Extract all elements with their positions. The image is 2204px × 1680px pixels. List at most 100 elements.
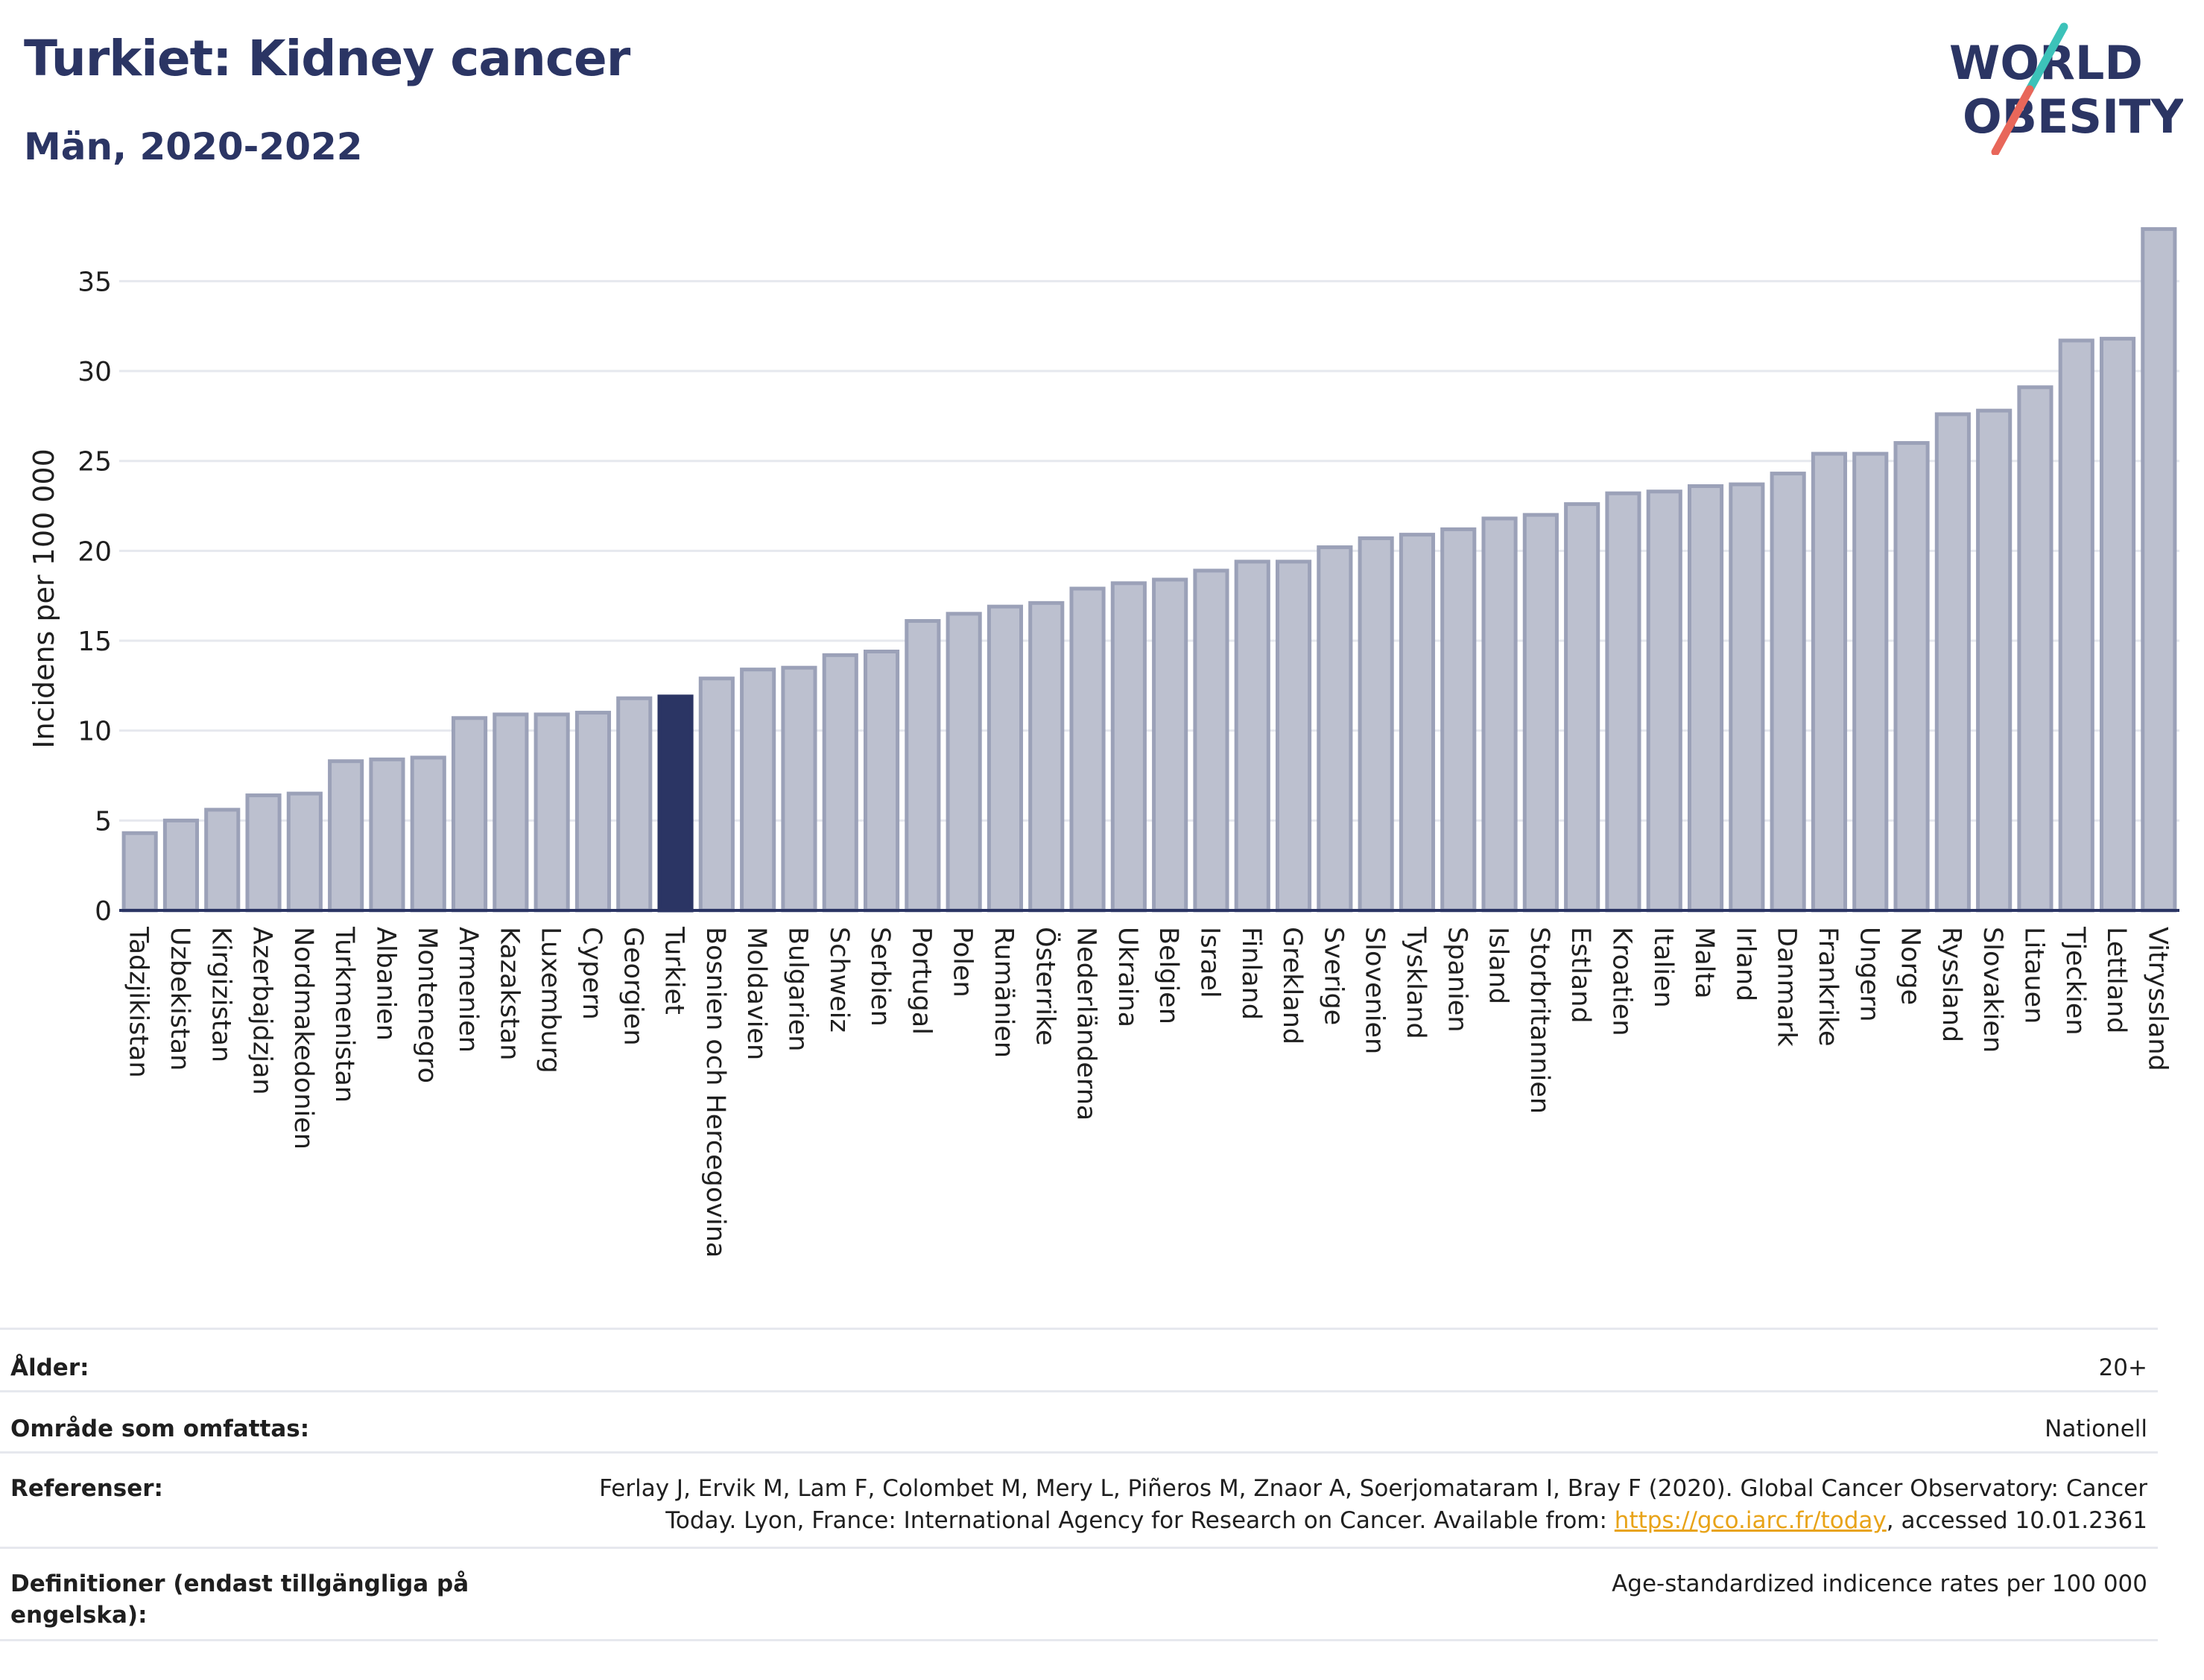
- age-label: Ålder:: [10, 1354, 89, 1381]
- bar-chart: 0 5 10 15 20 25 30 35 Tadzjikistan Uzbekistan Kir…: [28, 226, 2179, 1258]
- bar-lettland[interactable]: [2099, 337, 2136, 913]
- bar-turkmenistan[interactable]: [328, 759, 364, 913]
- bar-ukraina[interactable]: [1110, 581, 1147, 913]
- area-label: Område som omfattas:: [10, 1416, 310, 1442]
- x-tick-label: Azerbajdzjan: [247, 927, 277, 1095]
- x-tick-label: Slovakien: [1977, 927, 2007, 1053]
- references-value: Ferlay J, Ervik M, Lam F, Colombet M, Me…: [583, 1473, 2147, 1537]
- bar-georgien[interactable]: [616, 696, 653, 913]
- bar-litauen[interactable]: [2017, 385, 2053, 913]
- definitions-label: Definitioner (endast tillgängliga på eng…: [10, 1570, 469, 1629]
- bar-montenegro[interactable]: [410, 755, 446, 913]
- bar-uzbekistan[interactable]: [162, 818, 200, 913]
- y-tick-labels: 0 5 10 15 20 25 30 35: [77, 267, 112, 927]
- bar-grekland[interactable]: [1275, 560, 1312, 913]
- x-tick-label: Cypern: [577, 927, 607, 1020]
- references-text-2a: Today. Lyon, France: International Agenc…: [665, 1507, 1615, 1534]
- bar-vitryssland[interactable]: [2141, 226, 2177, 913]
- x-tick-label: Grekland: [1277, 927, 1307, 1045]
- bar-frankrike[interactable]: [1811, 451, 1848, 913]
- age-value: 20+: [2098, 1354, 2147, 1381]
- bar-kirgizistan[interactable]: [204, 808, 241, 913]
- bar-storbritannien[interactable]: [1522, 513, 1559, 913]
- x-tick-label: Kroatien: [1606, 927, 1636, 1036]
- bar-tyskland[interactable]: [1399, 533, 1436, 913]
- x-tick-label: Irland: [1730, 927, 1760, 1001]
- bar-österrike[interactable]: [1028, 600, 1065, 913]
- info-row-age: Ålder: 20+: [0, 1328, 2158, 1381]
- bar-albanien[interactable]: [369, 757, 405, 913]
- x-tick-label: Sverige: [1318, 927, 1348, 1025]
- bar-italien[interactable]: [1646, 489, 1682, 913]
- x-tick-labels: Tadzjikistan Uzbekistan Kirgizistan Azerbaj…: [124, 926, 2173, 1258]
- x-tick-label: Kirgizistan: [206, 927, 235, 1062]
- info-row-definitions: Definitioner (endast tillgängliga på eng…: [0, 1547, 2158, 1629]
- x-tick-label: Litauen: [2018, 927, 2048, 1024]
- x-tick-label: Polen: [948, 927, 978, 998]
- bar-spanien[interactable]: [1440, 527, 1477, 913]
- bar-azerbajdzjan[interactable]: [245, 793, 282, 913]
- bar-luxemburg[interactable]: [533, 712, 570, 913]
- y-tick-label: 5: [95, 806, 112, 837]
- bar-slovenien[interactable]: [1358, 536, 1394, 913]
- bar-armenien[interactable]: [451, 716, 488, 913]
- x-tick-label: Schweiz: [824, 927, 854, 1033]
- logo-slash-bottom: [1991, 85, 2034, 155]
- x-tick-label: Finland: [1236, 927, 1266, 1020]
- bar-bosnien-och-hercegovina[interactable]: [698, 676, 735, 913]
- bar-tjeckien[interactable]: [2058, 338, 2094, 913]
- x-tick-label: Island: [1483, 927, 1513, 1004]
- x-tick-label: Rumänien: [989, 927, 1019, 1058]
- y-tick-label: 25: [77, 447, 112, 478]
- y-tick-label: 30: [77, 357, 112, 387]
- bar-serbien[interactable]: [863, 650, 900, 913]
- bar-estland[interactable]: [1564, 502, 1600, 913]
- bar-ungern[interactable]: [1852, 451, 1889, 913]
- bar-kroatien[interactable]: [1605, 491, 1641, 913]
- x-tick-label: Uzbekistan: [165, 927, 194, 1071]
- x-tick-label: Nordmakedonien: [288, 927, 318, 1150]
- bar-irland[interactable]: [1729, 482, 1765, 913]
- references-link[interactable]: https://gco.iarc.fr/today: [1614, 1507, 1887, 1534]
- bar-israel[interactable]: [1193, 568, 1229, 913]
- bar-portugal[interactable]: [905, 618, 941, 913]
- bar-schweiz[interactable]: [822, 653, 858, 913]
- world-obesity-logo: WORLD OBESITY: [1949, 22, 2183, 155]
- bar-ryssland[interactable]: [1934, 412, 1971, 913]
- y-tick-label: 0: [95, 896, 112, 927]
- bar-norge[interactable]: [1893, 441, 1930, 913]
- info-table-bottom-border: [0, 1639, 2158, 1641]
- bar-danmark[interactable]: [1770, 472, 1806, 913]
- bar-cypern[interactable]: [574, 711, 612, 913]
- bar-sverige[interactable]: [1317, 545, 1353, 913]
- x-tick-label: Albanien: [370, 927, 400, 1041]
- bar-island[interactable]: [1481, 516, 1518, 913]
- bar-belgien[interactable]: [1152, 577, 1188, 913]
- x-tick-label: Bosnien och Hercegovina: [700, 927, 730, 1258]
- x-tick-label: Ryssland: [1937, 927, 1966, 1042]
- bar-kazakstan[interactable]: [493, 712, 529, 913]
- info-row-references: Referenser: Ferlay J, Ervik M, Lam F, Co…: [0, 1451, 2158, 1534]
- chart-title: Turkiet: Kidney cancer: [24, 30, 630, 87]
- x-tick-label: Israel: [1194, 927, 1224, 998]
- bar-slovakien[interactable]: [1976, 408, 2013, 913]
- bar-tadzjikistan[interactable]: [121, 831, 158, 913]
- x-tick-label: Belgien: [1153, 927, 1183, 1024]
- info-row-area: Område som omfattas: Nationell: [0, 1390, 2158, 1442]
- bar-nederländerna[interactable]: [1069, 586, 1106, 913]
- bar-malta[interactable]: [1687, 484, 1724, 913]
- y-tick-label: 10: [77, 717, 112, 747]
- bar-moldavien[interactable]: [740, 668, 776, 913]
- x-tick-label: Ungern: [1854, 927, 1884, 1022]
- x-tick-label: Kazakstan: [494, 927, 524, 1060]
- x-tick-label: Serbien: [865, 927, 895, 1027]
- bar-bulgarien[interactable]: [781, 665, 817, 913]
- bar-polen[interactable]: [946, 612, 982, 913]
- logo-line2: OBESITY: [1963, 89, 2183, 144]
- bar-nordmakedonien[interactable]: [286, 791, 323, 913]
- bar-turkiet[interactable]: [657, 694, 694, 913]
- bar-finland[interactable]: [1234, 560, 1270, 913]
- x-tick-label: Danmark: [1772, 927, 1802, 1047]
- bar-rumänien[interactable]: [987, 604, 1024, 913]
- logo-slash-top: [2025, 22, 2068, 94]
